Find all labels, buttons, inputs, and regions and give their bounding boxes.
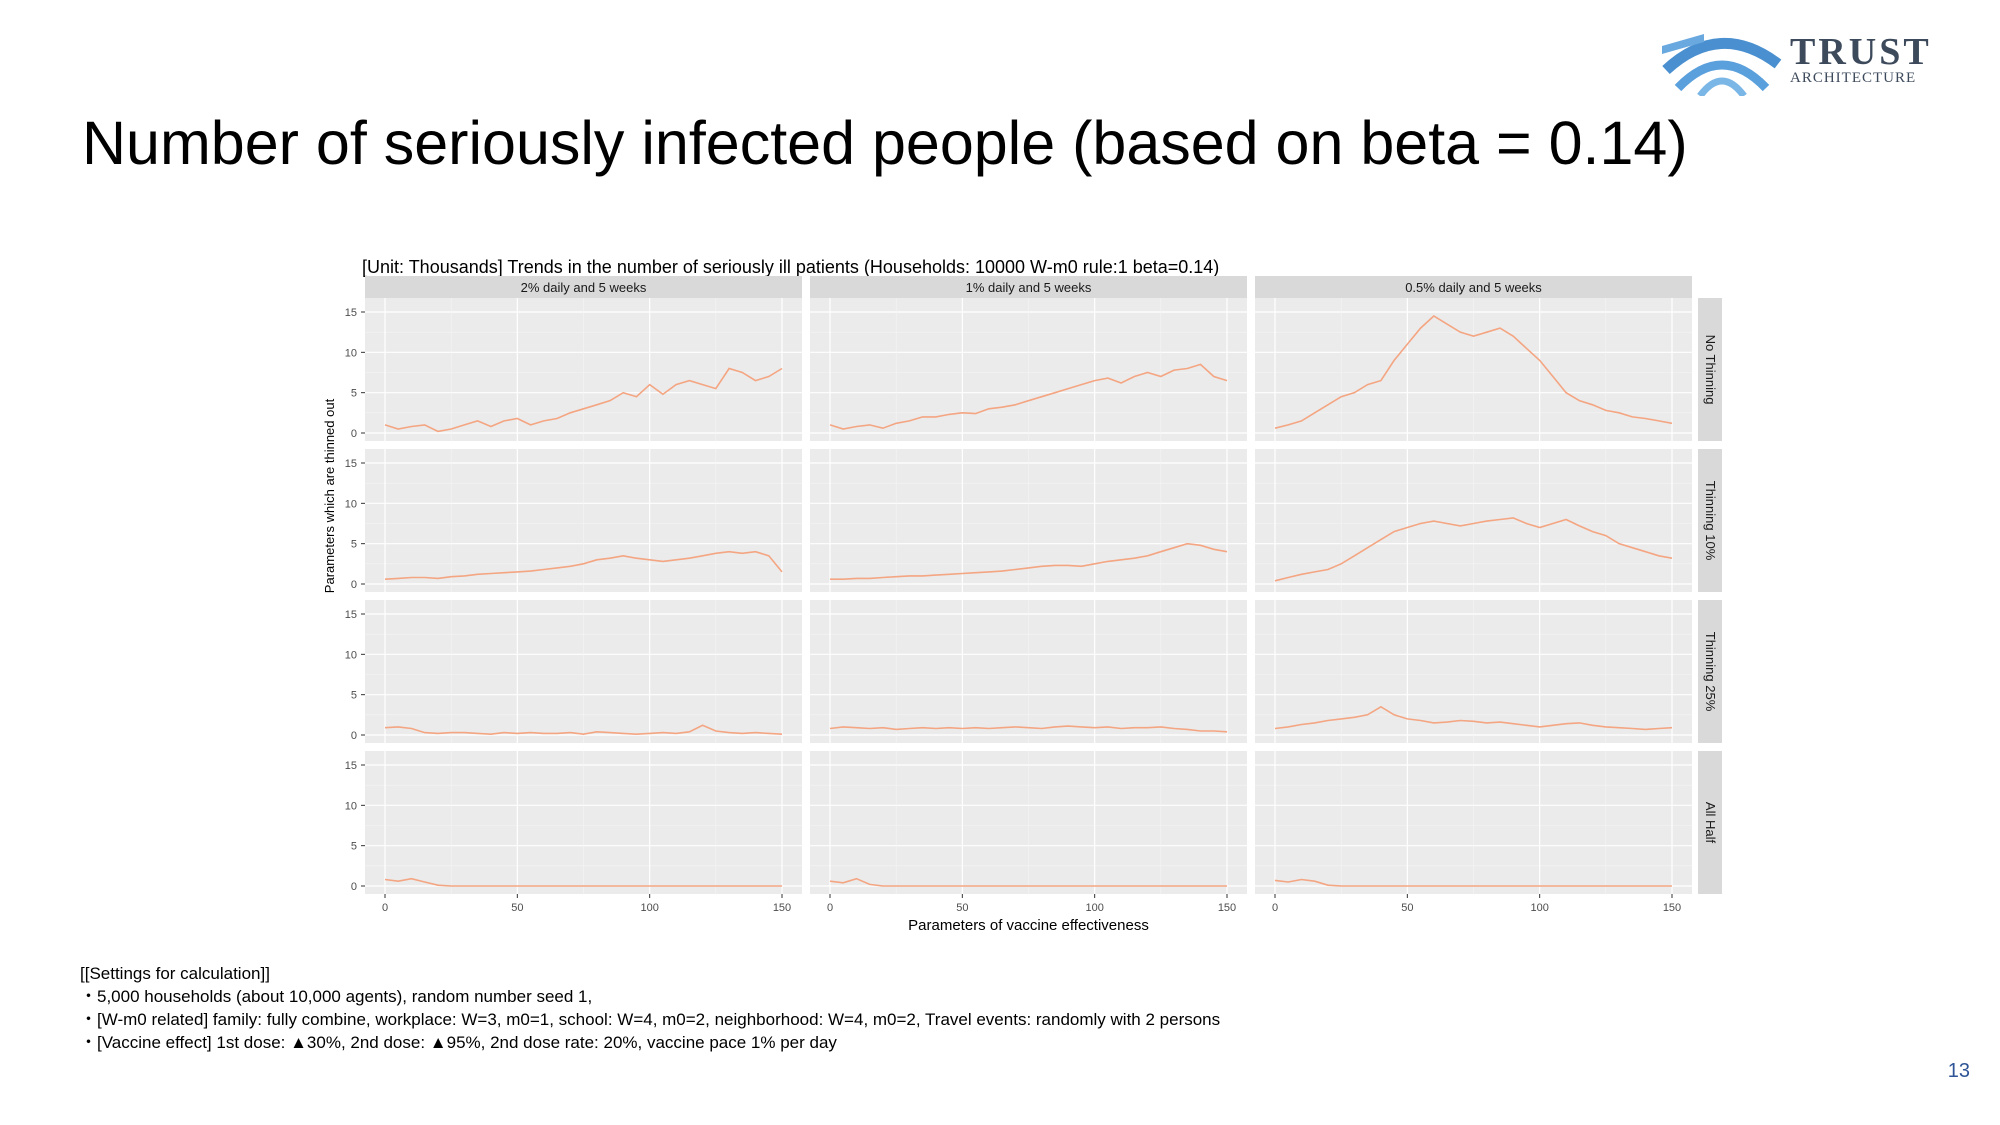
x-axis-title: Parameters of vaccine effectiveness: [908, 917, 1149, 934]
x-tick-label: 50: [1401, 902, 1413, 914]
notes-heading: [[Settings for calculation]]: [80, 964, 270, 983]
faceted-line-chart: [Unit: Thousands] Trends in the number o…: [322, 257, 1722, 934]
x-tick-label: 50: [511, 902, 523, 914]
y-tick-label: 10: [345, 347, 357, 359]
facet-strip-column: [1255, 276, 1692, 298]
x-tick-label: 0: [827, 902, 833, 914]
x-tick-label: 0: [1272, 902, 1278, 914]
notes-line: ・5,000 households (about 10,000 agents),…: [80, 987, 593, 1006]
notes-line: ・[W-m0 related] family: fully combine, w…: [80, 1010, 1221, 1029]
logo-text-architecture: ARCHITECTURE: [1790, 70, 1917, 86]
series-line: [829, 877, 1227, 887]
x-tick-label: 50: [956, 902, 968, 914]
y-tick-label: 15: [345, 609, 357, 621]
series-line: [829, 363, 1228, 430]
notes-line: ・[Vaccine effect] 1st dose: ▲30%, 2nd do…: [80, 1033, 837, 1052]
y-tick-label: 10: [345, 498, 357, 510]
facet-row-label: Thinning 10%: [1703, 481, 1718, 561]
series-line: [384, 724, 783, 736]
page-title: Number of seriously infected people (bas…: [82, 109, 1688, 177]
y-tick-label: 5: [351, 539, 357, 551]
series-line: [830, 542, 1228, 581]
y-tick-label: 5: [351, 388, 357, 400]
facet-column-label: 1% daily and 5 weeks: [966, 280, 1092, 295]
y-tick-label: 15: [345, 307, 357, 319]
trust-architecture-logo-icon: [1662, 34, 1782, 96]
x-tick-label: 150: [1218, 902, 1236, 914]
y-tick-label: 5: [351, 841, 357, 853]
facet-strip-column: [365, 276, 802, 298]
facet-row-label: All Half: [1703, 802, 1718, 844]
series-line: [1274, 878, 1672, 887]
y-tick-label: 0: [351, 881, 357, 893]
series-line: [1274, 315, 1673, 429]
calculation-settings-notes: [[Settings for calculation]] ・5,000 hous…: [80, 962, 1220, 1054]
y-tick-label: 15: [345, 760, 357, 772]
facet-strip-row: [1698, 298, 1722, 441]
facet-strip-row: [1698, 600, 1722, 743]
y-tick-label: 10: [345, 649, 357, 661]
facet-strip-row: [1698, 751, 1722, 894]
facet-column-label: 2% daily and 5 weeks: [521, 280, 647, 295]
series-line: [384, 550, 783, 580]
facet-strip-row: [1698, 449, 1722, 592]
facet-row-label: No Thinning: [1703, 335, 1718, 405]
chart-title: [Unit: Thousands] Trends in the number o…: [362, 257, 1219, 277]
x-tick-label: 150: [773, 902, 791, 914]
y-tick-label: 15: [345, 458, 357, 470]
x-tick-label: 100: [1530, 902, 1548, 914]
series-line: [1274, 705, 1673, 731]
y-tick-label: 0: [351, 428, 357, 440]
x-tick-label: 100: [640, 902, 658, 914]
page-number: 13: [1947, 1060, 1970, 1082]
y-tick-label: 0: [351, 579, 357, 591]
series-line: [384, 877, 782, 887]
x-tick-label: 150: [1663, 902, 1681, 914]
y-tick-label: 0: [351, 730, 357, 742]
y-axis-title: Parameters which are thinned out: [322, 398, 337, 593]
facet-row-label: Thinning 25%: [1703, 632, 1718, 712]
y-tick-label: 10: [345, 800, 357, 812]
logo-text-trust: TRUST: [1790, 31, 1932, 73]
series-line: [1274, 517, 1673, 582]
series-line: [384, 367, 783, 433]
series-line: [829, 725, 1228, 733]
facet-column-label: 0.5% daily and 5 weeks: [1405, 280, 1542, 295]
x-tick-label: 0: [382, 902, 388, 914]
y-tick-label: 5: [351, 690, 357, 702]
facet-strip-column: [810, 276, 1247, 298]
x-tick-label: 100: [1085, 902, 1103, 914]
